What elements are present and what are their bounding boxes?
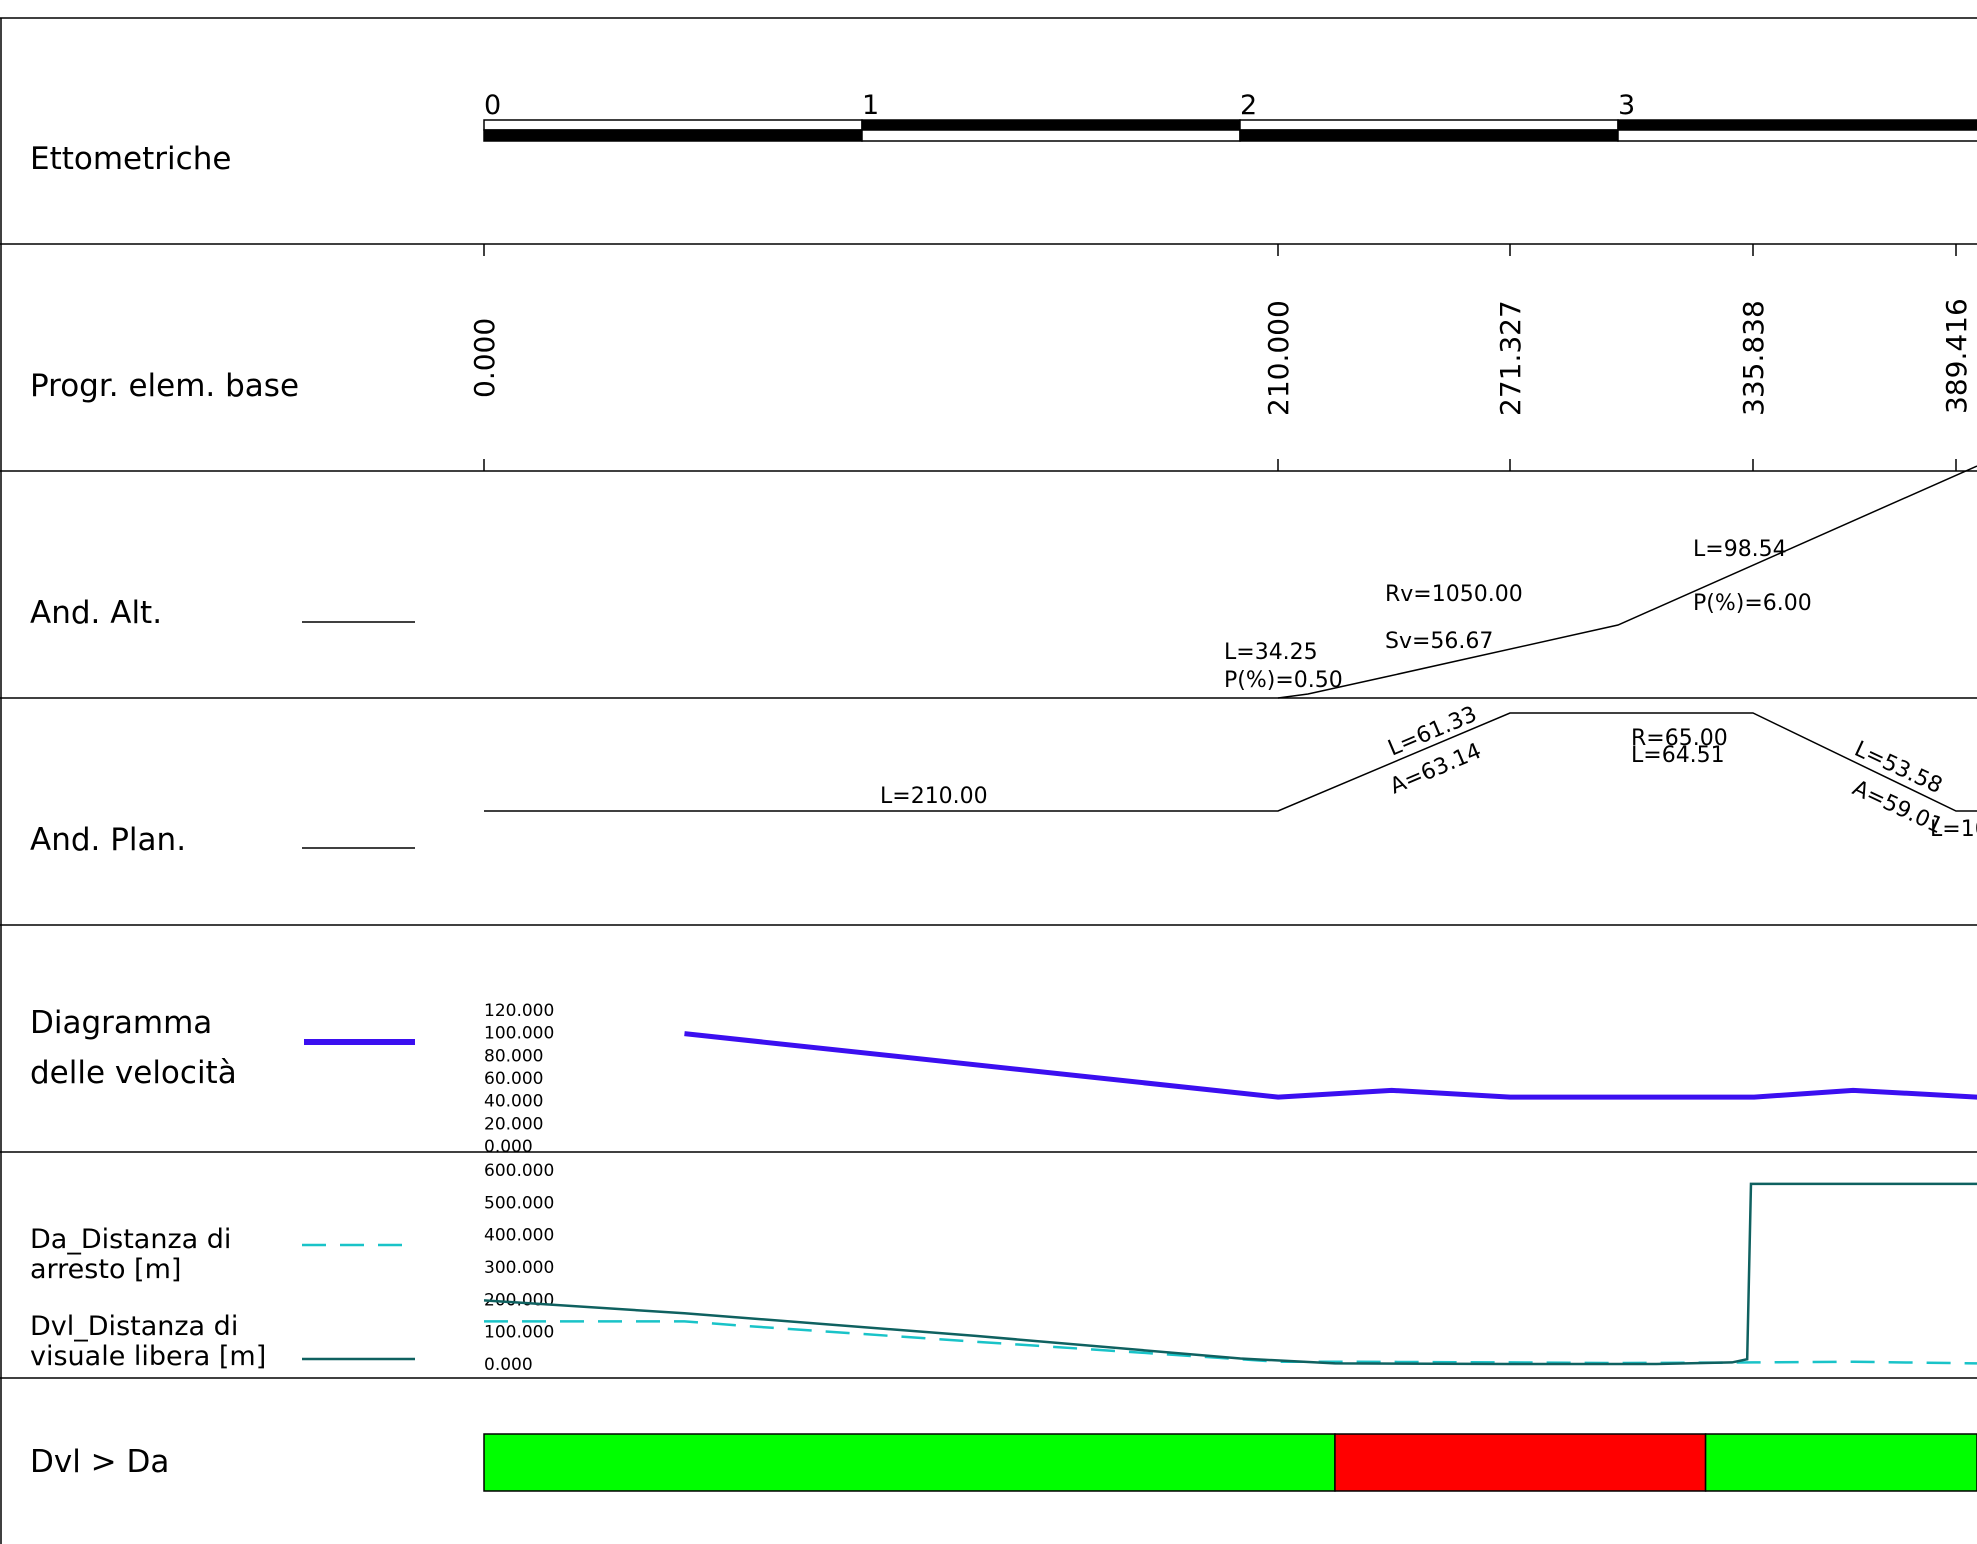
velocity-y-tick-label: 60.000	[484, 1069, 543, 1089]
hectometre-scale-bar	[483, 119, 1977, 142]
progressive-label-4: 389.416	[1940, 298, 1973, 414]
row-label-da-line1: Da_Distanza di	[30, 1224, 231, 1255]
and-alt-curve-sv: Sv=56.67	[1385, 629, 1493, 654]
table-frame	[0, 17, 1977, 1544]
horizontal-alignment-line	[484, 712, 1977, 812]
progressive-label-2: 271.327	[1494, 300, 1527, 416]
status-segment-ok	[1704, 1433, 1977, 1492]
velocity-y-tick-label: 120.000	[484, 1001, 554, 1021]
status-segment-ok	[483, 1433, 1336, 1492]
row-label-and-plan: And. Plan.	[30, 822, 186, 858]
dvl-series-line	[483, 1182, 1977, 1366]
distance-y-tick-label: 400.000	[484, 1226, 554, 1246]
distance-y-tick-label: 500.000	[484, 1193, 554, 1213]
and-alt-left-length: L=34.25	[1224, 640, 1318, 665]
hectometre-mark-0: 0	[484, 90, 501, 121]
and-plan-next-length: L=10	[1930, 817, 1977, 842]
da-series-line	[484, 1320, 1977, 1365]
distance-y-tick-label: 200.000	[484, 1290, 554, 1310]
and-alt-right-slope: P(%)=6.00	[1693, 591, 1812, 616]
hectometre-mark-3: 3	[1618, 90, 1635, 121]
distance-y-ticks: 600.000 500.000 400.000 300.000 200.000 100.0…	[484, 1161, 554, 1375]
row-label-dvl-line1: Dvl_Distanza di	[30, 1311, 238, 1342]
row-label-ettometriche: Ettometriche	[30, 141, 231, 177]
hectometre-mark-2: 2	[1240, 90, 1257, 121]
distance-y-tick-label: 600.000	[484, 1161, 554, 1181]
row-label-and-alt: And. Alt.	[30, 595, 162, 631]
hectometre-mark-1: 1	[862, 90, 879, 121]
distance-y-tick-label: 0.000	[484, 1355, 533, 1375]
and-plan-straight-length: L=210.00	[880, 784, 988, 809]
vertical-alignment-line	[1277, 465, 1977, 699]
velocity-series-line	[684, 1031, 1977, 1100]
and-alt-curve-radius: Rv=1050.00	[1385, 582, 1523, 607]
row-label-delle-velocita: delle velocità	[30, 1055, 237, 1091]
velocity-y-tick-label: 100.000	[484, 1024, 554, 1044]
velocity-y-tick-label: 80.000	[484, 1046, 543, 1066]
row-label-diagramma: Diagramma	[30, 1005, 212, 1041]
distance-y-tick-label: 100.000	[484, 1323, 554, 1343]
row-label-progr-elem-base: Progr. elem. base	[30, 368, 299, 404]
and-plan-arc-length: L=64.51	[1631, 743, 1725, 768]
velocity-y-tick-label: 20.000	[484, 1114, 543, 1134]
and-alt-left-slope: P(%)=0.50	[1224, 668, 1343, 693]
distance-chart: 600.000 500.000 400.000 300.000 200.000 100.0…	[483, 1161, 1977, 1375]
status-segment-fail	[1334, 1433, 1707, 1492]
dvl-gt-da-status-bar	[483, 1433, 1977, 1492]
progressive-label-3: 335.838	[1737, 300, 1770, 416]
velocity-y-tick-label: 0.000	[484, 1137, 533, 1157]
row-label-dvl-gt-da: Dvl > Da	[30, 1444, 169, 1480]
row-label-dvl-line2: visuale libera [m]	[30, 1341, 266, 1372]
row-label-da-line2: arresto [m]	[30, 1254, 181, 1285]
velocity-y-tick-label: 40.000	[484, 1092, 543, 1112]
and-alt-right-length: L=98.54	[1693, 537, 1787, 562]
progressive-label-0: 0.000	[468, 318, 501, 398]
progressive-ticks	[483, 244, 1957, 471]
progressive-label-1: 210.000	[1262, 300, 1295, 416]
distance-y-tick-label: 300.000	[484, 1258, 554, 1278]
and-plan-arc-radius: R=65.00	[1631, 726, 1728, 751]
